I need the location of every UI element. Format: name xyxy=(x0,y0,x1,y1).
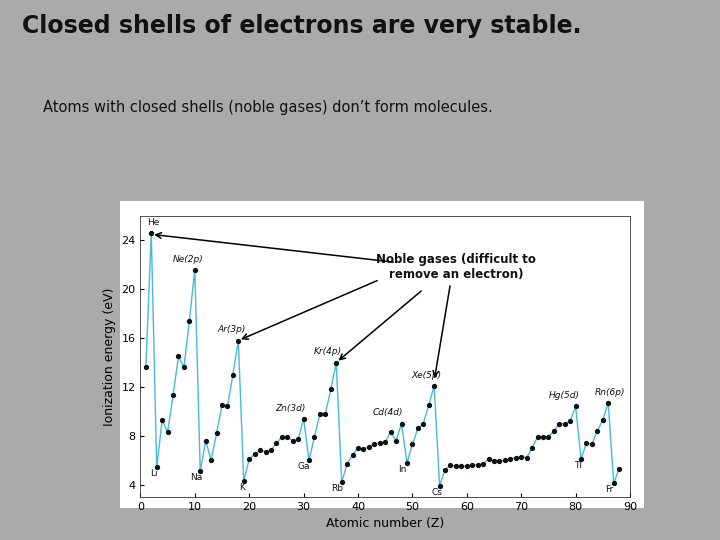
Text: Fr: Fr xyxy=(606,485,613,494)
Text: Cd(4d): Cd(4d) xyxy=(373,408,403,417)
Text: Ne(2p): Ne(2p) xyxy=(173,255,204,264)
Text: Ga: Ga xyxy=(297,462,310,471)
Text: Closed shells of electrons are very stable.: Closed shells of electrons are very stab… xyxy=(22,14,581,37)
Text: Atoms with closed shells (noble gases) don’t form molecules.: Atoms with closed shells (noble gases) d… xyxy=(43,100,493,115)
Text: Rb: Rb xyxy=(331,484,343,493)
Text: Zn(3d): Zn(3d) xyxy=(275,403,305,413)
Text: Noble gases (difficult to
remove an electron): Noble gases (difficult to remove an elec… xyxy=(376,253,536,281)
X-axis label: Atomic number (Z): Atomic number (Z) xyxy=(326,517,444,530)
Text: Ar(3p): Ar(3p) xyxy=(217,326,246,334)
Text: Xe(5p): Xe(5p) xyxy=(411,370,441,380)
Text: Li: Li xyxy=(150,469,158,478)
Text: Kr(4p): Kr(4p) xyxy=(314,347,342,356)
Text: Rn(6p): Rn(6p) xyxy=(595,388,625,397)
Text: In: In xyxy=(398,464,407,474)
Text: Hg(5d): Hg(5d) xyxy=(549,392,580,400)
Text: K: K xyxy=(239,483,245,492)
Text: Na: Na xyxy=(190,473,202,482)
Y-axis label: Ionization energy (eV): Ionization energy (eV) xyxy=(103,287,116,426)
Text: Tl: Tl xyxy=(575,461,582,470)
Text: Cs: Cs xyxy=(431,488,442,497)
Text: He: He xyxy=(148,218,160,227)
